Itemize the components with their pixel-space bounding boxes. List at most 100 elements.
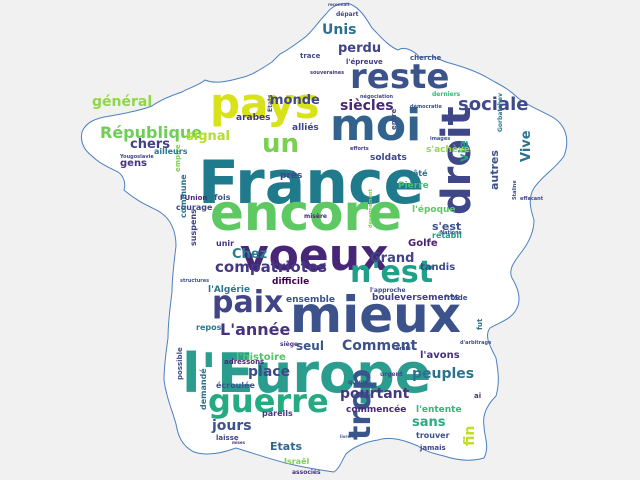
word-59: l'entente bbox=[416, 405, 462, 415]
word-4: voeux bbox=[240, 230, 388, 281]
word-64: associés bbox=[292, 469, 321, 476]
france-map-outline bbox=[81, 3, 568, 473]
word-66: écroulée bbox=[216, 380, 255, 390]
word-8: reste bbox=[350, 57, 449, 97]
word-2: mieux bbox=[290, 286, 461, 344]
word-97: Staline bbox=[512, 180, 518, 200]
word-54: difficile bbox=[272, 277, 309, 287]
word-67: adressons bbox=[224, 358, 264, 366]
word-100: effacant bbox=[520, 196, 544, 202]
word-68: repos bbox=[196, 323, 222, 332]
word-71: suspens bbox=[189, 209, 198, 246]
word-31: Vive bbox=[519, 130, 534, 162]
word-12: n'est bbox=[350, 255, 433, 290]
word-7: droit bbox=[434, 106, 480, 215]
word-92: siège bbox=[280, 341, 298, 348]
word-33: chers bbox=[130, 137, 170, 152]
word-93: misère bbox=[304, 213, 327, 220]
word-96: Gorbatchev bbox=[497, 93, 504, 132]
word-109: reconnaît bbox=[328, 2, 350, 7]
word-29: Chez bbox=[232, 247, 267, 262]
word-6: pays bbox=[210, 79, 320, 128]
word-91: soient bbox=[352, 393, 373, 400]
word-48: côté bbox=[408, 168, 428, 178]
word-22: général bbox=[92, 94, 152, 110]
word-85: entre bbox=[390, 108, 398, 130]
word-37: l'avons bbox=[420, 350, 460, 361]
word-21: siècles bbox=[340, 98, 394, 114]
word-79: Etats bbox=[267, 94, 274, 112]
word-73: courage bbox=[176, 203, 213, 212]
word-52: rétabli bbox=[432, 230, 462, 240]
word-11: trop bbox=[343, 369, 378, 440]
word-30: vie bbox=[457, 140, 472, 162]
word-44: soldats bbox=[370, 153, 407, 163]
word-20: place bbox=[248, 364, 290, 380]
word-57: bouleversements bbox=[372, 293, 460, 303]
word-34: sans bbox=[412, 415, 446, 430]
word-53: l'époque bbox=[412, 204, 456, 215]
word-77: ailleurs bbox=[154, 147, 188, 156]
word-101: démocratie bbox=[410, 103, 443, 110]
word-78: l'Union bbox=[180, 194, 207, 202]
word-17: L'année bbox=[220, 320, 291, 339]
word-62: pareils bbox=[262, 409, 293, 418]
word-65: laisse bbox=[216, 434, 239, 442]
word-61: jamais bbox=[419, 444, 446, 452]
word-98: souveraines bbox=[310, 70, 344, 76]
word-82: cherche bbox=[410, 54, 441, 62]
word-16: compatriotes bbox=[215, 258, 327, 276]
word-45: s'achève bbox=[426, 144, 470, 155]
word-89: urgent bbox=[380, 371, 403, 378]
word-110: livrent bbox=[340, 434, 355, 439]
word-76: empire bbox=[174, 144, 182, 172]
word-75: fois bbox=[214, 193, 231, 202]
word-58: commencée bbox=[346, 404, 406, 415]
word-99: Nations bbox=[440, 230, 462, 236]
word-38: Etats bbox=[270, 440, 302, 453]
word-87: fut bbox=[476, 318, 484, 330]
word-106: négociation bbox=[360, 93, 394, 100]
word-19: peuples bbox=[412, 366, 474, 382]
word-24: monde bbox=[270, 93, 320, 108]
word-40: autres bbox=[488, 150, 501, 190]
word-102: désarmement bbox=[367, 188, 374, 228]
word-13: un bbox=[262, 129, 299, 159]
word-103: l'approche bbox=[370, 287, 406, 294]
word-35: seul bbox=[296, 339, 324, 353]
word-70: possible bbox=[176, 347, 184, 380]
word-25: perdu bbox=[338, 41, 381, 56]
word-18: Comment bbox=[342, 338, 418, 354]
word-49: s'est bbox=[432, 220, 461, 233]
word-105: efforts bbox=[350, 146, 369, 152]
word-14: sociale bbox=[458, 94, 528, 115]
word-0: France bbox=[198, 148, 424, 218]
word-50: Golfe bbox=[408, 238, 438, 249]
word-56: ensemble bbox=[286, 295, 335, 305]
word-83: départ bbox=[336, 11, 359, 18]
word-95: Yougoslavie bbox=[119, 154, 154, 160]
word-5: moi bbox=[330, 100, 421, 151]
word-63: Israël bbox=[284, 457, 310, 466]
word-36: fin bbox=[462, 426, 478, 446]
word-3: encore bbox=[210, 184, 402, 242]
word-41: alliés bbox=[292, 122, 319, 133]
word-81: l'épreuve bbox=[346, 58, 383, 66]
word-39: l'histoire bbox=[236, 352, 286, 363]
word-55: l'Algérie bbox=[208, 284, 250, 295]
word-28: Grand bbox=[370, 251, 414, 266]
word-10: paix bbox=[212, 285, 283, 320]
word-108: d'arbitrage bbox=[460, 340, 492, 346]
word-74: commune bbox=[179, 174, 188, 218]
word-72: unir bbox=[216, 239, 234, 248]
word-9: guerre bbox=[208, 382, 329, 420]
word-23: Unis bbox=[322, 22, 356, 38]
word-86: froide bbox=[444, 294, 468, 302]
word-51: tandis bbox=[420, 262, 455, 273]
word-111: mises bbox=[232, 440, 246, 445]
word-104: images bbox=[430, 136, 450, 142]
word-107: brûlé bbox=[396, 345, 411, 352]
word-69: demandé bbox=[198, 368, 208, 410]
